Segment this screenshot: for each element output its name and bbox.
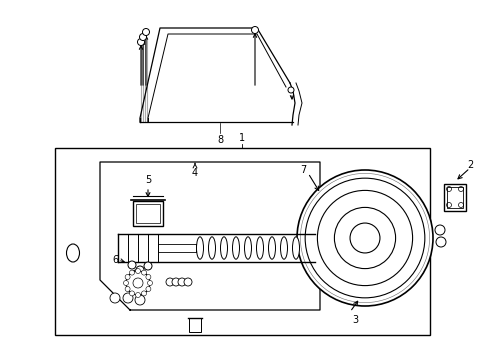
Circle shape <box>128 261 136 269</box>
Ellipse shape <box>244 237 251 259</box>
Text: 8: 8 <box>217 135 223 145</box>
Bar <box>446 186 462 207</box>
Circle shape <box>287 87 293 93</box>
Circle shape <box>145 287 151 292</box>
Circle shape <box>135 295 145 305</box>
Circle shape <box>123 280 128 285</box>
Circle shape <box>296 170 432 306</box>
Bar <box>136 203 160 222</box>
Circle shape <box>132 270 140 278</box>
Circle shape <box>172 278 180 286</box>
Circle shape <box>129 291 134 296</box>
Circle shape <box>139 33 146 40</box>
Circle shape <box>141 291 146 296</box>
Circle shape <box>135 292 140 297</box>
Circle shape <box>142 28 149 36</box>
Text: 1: 1 <box>239 133 244 143</box>
Ellipse shape <box>292 237 299 259</box>
Ellipse shape <box>256 237 263 259</box>
Circle shape <box>126 271 150 295</box>
Circle shape <box>183 278 192 286</box>
Ellipse shape <box>208 237 215 259</box>
Circle shape <box>143 262 152 270</box>
Text: 4: 4 <box>192 168 198 178</box>
Circle shape <box>135 269 140 274</box>
Text: 6: 6 <box>112 255 118 265</box>
Ellipse shape <box>268 237 275 259</box>
Bar <box>55 148 429 335</box>
Circle shape <box>137 39 144 45</box>
Text: 5: 5 <box>144 175 151 185</box>
Ellipse shape <box>66 244 80 262</box>
Circle shape <box>251 27 258 33</box>
Circle shape <box>145 274 151 279</box>
Circle shape <box>141 270 146 275</box>
Circle shape <box>110 293 120 303</box>
Circle shape <box>147 280 152 285</box>
Circle shape <box>125 287 130 292</box>
Ellipse shape <box>280 237 287 259</box>
Ellipse shape <box>220 237 227 259</box>
Circle shape <box>178 278 185 286</box>
Circle shape <box>165 278 174 286</box>
Circle shape <box>123 293 133 303</box>
Bar <box>189 318 201 332</box>
Circle shape <box>125 274 130 279</box>
Text: 3: 3 <box>351 315 357 325</box>
Ellipse shape <box>196 237 203 259</box>
Ellipse shape <box>232 237 239 259</box>
Bar <box>443 184 465 211</box>
Circle shape <box>129 270 134 275</box>
Circle shape <box>136 266 143 274</box>
Text: 7: 7 <box>299 165 305 175</box>
Bar <box>133 201 163 225</box>
Text: 2: 2 <box>466 160 472 170</box>
